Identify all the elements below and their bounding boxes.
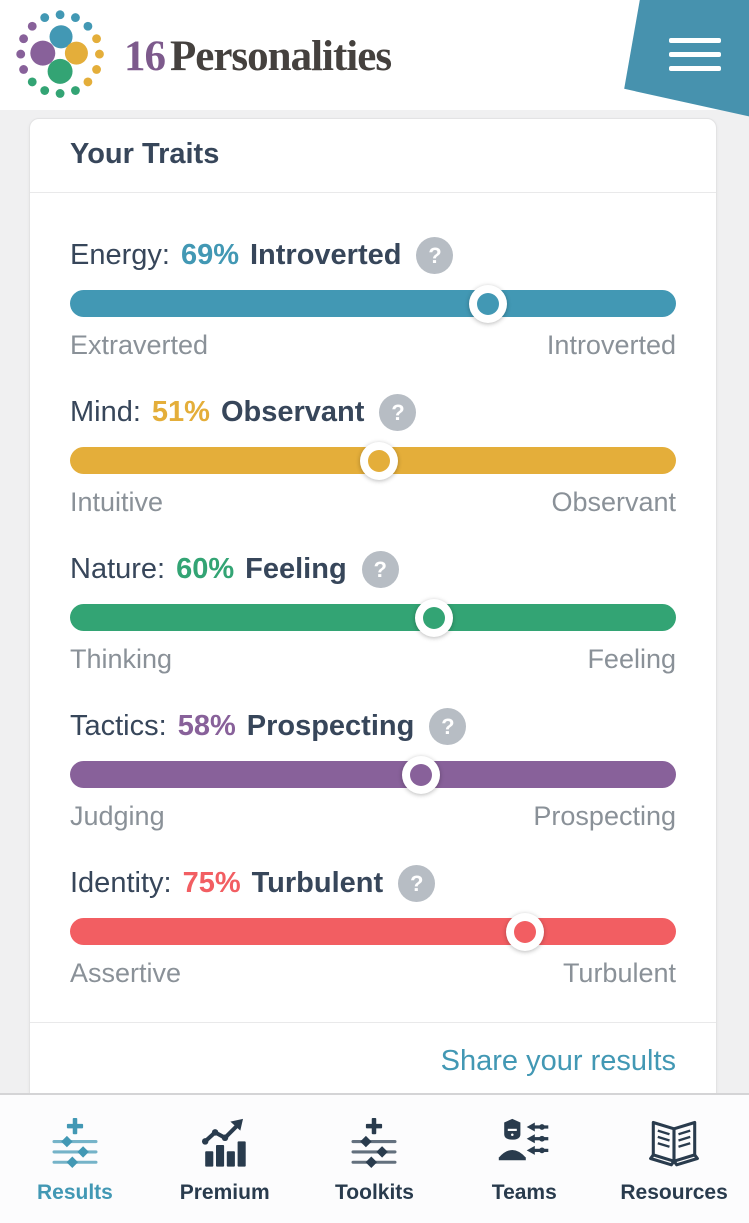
sliders-plus-icon xyxy=(52,1117,98,1168)
slider-handle[interactable] xyxy=(505,913,544,951)
brand-logo-link[interactable]: 16 Personalities xyxy=(0,0,749,104)
app-header: 16 Personalities xyxy=(0,0,749,117)
trait-dominant: Observant xyxy=(220,396,365,428)
trait-scale: Thinking Feeling xyxy=(70,644,676,674)
slider-handle[interactable] xyxy=(414,599,453,637)
trait-row-nature: Nature: 60% Feeling ? Thinking Feeling xyxy=(70,551,676,674)
brand-name: Personalities xyxy=(170,32,392,80)
person-list-icon xyxy=(499,1118,549,1160)
trait-title: Tactics: 58% Prospecting ? xyxy=(70,708,676,745)
scale-left-label: Assertive xyxy=(70,958,182,988)
trait-name: Energy: xyxy=(70,239,170,271)
nav-label: Teams xyxy=(491,1180,557,1204)
trait-row-mind: Mind: 51% Observant ? Intuitive Observan… xyxy=(70,394,676,517)
trait-title: Nature: 60% Feeling ? xyxy=(70,551,676,588)
trait-scale: Judging Prospecting xyxy=(70,801,676,831)
scale-left-label: Judging xyxy=(70,801,165,831)
trait-row-identity: Identity: 75% Turbulent ? Assertive Turb… xyxy=(70,865,676,988)
scale-right-label: Observant xyxy=(551,487,676,517)
scale-right-label: Feeling xyxy=(587,644,676,674)
scale-left-label: Extraverted xyxy=(70,330,209,360)
trait-title: Identity: 75% Turbulent ? xyxy=(70,865,676,902)
open-book-icon xyxy=(649,1120,700,1166)
trait-scale: Intuitive Observant xyxy=(70,487,676,517)
slider-handle[interactable] xyxy=(469,285,508,323)
trait-percent: 60% xyxy=(176,553,235,585)
hamburger-icon xyxy=(669,38,721,43)
brand-wordmark: 16 Personalities xyxy=(124,32,392,81)
trait-slider-track xyxy=(70,599,676,637)
trait-percent: 69% xyxy=(180,239,239,271)
nav-item-toolkits[interactable]: Toolkits xyxy=(300,1114,450,1205)
trait-name: Tactics: xyxy=(70,710,167,742)
sliders-plus-icon xyxy=(351,1117,397,1168)
question-mark-icon[interactable]: ? xyxy=(361,551,399,588)
trait-dominant: Turbulent xyxy=(251,867,384,899)
scale-right-label: Introverted xyxy=(546,330,676,360)
question-mark-icon[interactable]: ? xyxy=(416,237,454,274)
trait-percent: 51% xyxy=(151,396,210,428)
trait-row-energy: Energy: 69% Introverted ? Extraverted In… xyxy=(70,237,676,360)
nav-item-resources[interactable]: Resources xyxy=(599,1114,749,1205)
trait-slider-track xyxy=(70,285,676,323)
slider-handle[interactable] xyxy=(360,442,399,480)
trait-row-tactics: Tactics: 58% Prospecting ? Judging Prosp… xyxy=(70,708,676,831)
your-traits-card: Your Traits Energy: 69% Introverted ? Ex… xyxy=(29,118,717,1116)
nav-item-results[interactable]: Results xyxy=(0,1114,150,1205)
scale-left-label: Intuitive xyxy=(70,487,164,517)
nav-item-premium[interactable]: Premium xyxy=(150,1114,300,1205)
trait-scale: Assertive Turbulent xyxy=(70,958,676,988)
trait-title: Mind: 51% Observant ? xyxy=(70,394,676,431)
bottom-nav: Results Premium Toolkits xyxy=(0,1093,749,1223)
divider xyxy=(30,192,716,193)
trait-percent: 75% xyxy=(182,867,241,899)
nav-label: Resources xyxy=(620,1180,728,1204)
trait-slider-track xyxy=(70,442,676,480)
brand-number: 16 xyxy=(124,32,166,80)
trait-slider-track xyxy=(70,913,676,951)
trait-percent: 58% xyxy=(177,710,236,742)
dot-circle-logo-icon xyxy=(16,10,104,98)
scale-right-label: Prospecting xyxy=(533,801,676,831)
trait-dominant: Feeling xyxy=(245,553,347,585)
scale-left-label: Thinking xyxy=(70,644,173,674)
trait-dominant: Introverted xyxy=(250,239,402,271)
chart-growth-icon xyxy=(201,1118,246,1167)
trait-name: Mind: xyxy=(70,396,141,428)
nav-item-teams[interactable]: Teams xyxy=(449,1114,599,1205)
scale-right-label: Turbulent xyxy=(562,958,676,988)
nav-label: Toolkits xyxy=(335,1180,414,1204)
question-mark-icon[interactable]: ? xyxy=(429,708,467,745)
traits-list: Energy: 69% Introverted ? Extraverted In… xyxy=(70,193,676,988)
trait-title: Energy: 69% Introverted ? xyxy=(70,237,676,274)
trait-scale: Extraverted Introverted xyxy=(70,330,676,360)
question-mark-icon[interactable]: ? xyxy=(379,394,417,431)
menu-button[interactable] xyxy=(669,38,721,71)
trait-name: Nature: xyxy=(70,553,166,585)
share-row: Share your results xyxy=(70,1023,676,1115)
trait-name: Identity: xyxy=(70,867,172,899)
question-mark-icon[interactable]: ? xyxy=(398,865,436,902)
slider-handle[interactable] xyxy=(402,756,441,794)
share-results-link[interactable]: Share your results xyxy=(440,1045,676,1077)
nav-label: Results xyxy=(36,1180,113,1204)
nav-label: Premium xyxy=(179,1180,270,1204)
card-title: Your Traits xyxy=(70,138,220,170)
divider xyxy=(30,1022,716,1023)
page-body: Your Traits Energy: 69% Introverted ? Ex… xyxy=(0,110,749,1116)
trait-dominant: Prospecting xyxy=(246,710,415,742)
trait-slider-track xyxy=(70,756,676,794)
